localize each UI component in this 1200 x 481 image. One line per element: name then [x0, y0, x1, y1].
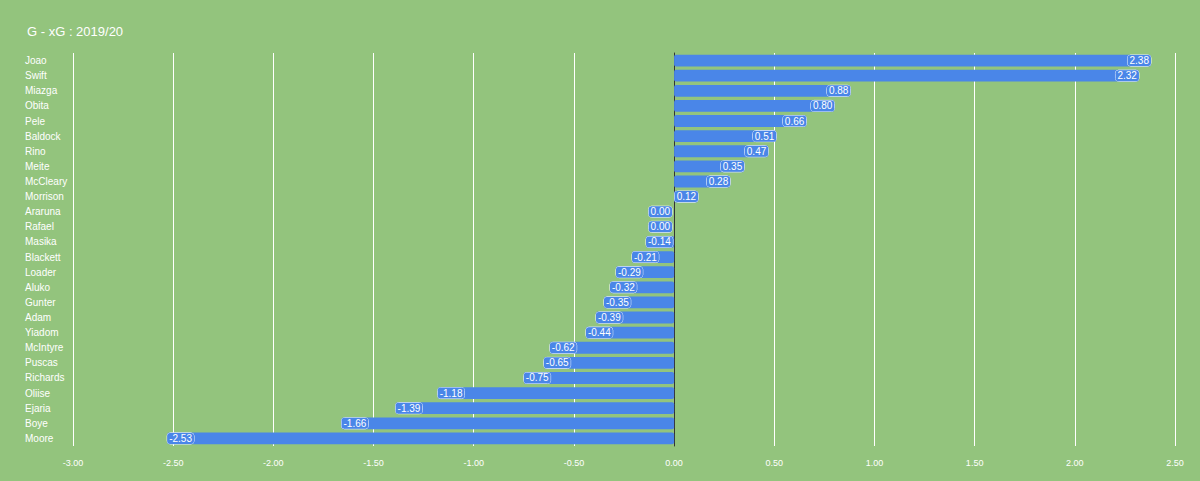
svg-text:2.00: 2.00: [1066, 458, 1084, 468]
svg-text:-1.39: -1.39: [398, 403, 421, 414]
svg-text:-0.32: -0.32: [612, 282, 635, 293]
svg-text:Oliise: Oliise: [25, 388, 50, 399]
svg-text:-3.00: -3.00: [63, 458, 84, 468]
svg-text:Gunter: Gunter: [25, 297, 56, 308]
svg-text:Moore: Moore: [25, 433, 54, 444]
svg-text:-1.66: -1.66: [343, 418, 366, 429]
svg-text:-1.18: -1.18: [440, 388, 463, 399]
svg-text:Boye: Boye: [25, 418, 48, 429]
svg-text:Aluko: Aluko: [25, 282, 50, 293]
svg-text:Ejaria: Ejaria: [25, 403, 51, 414]
svg-text:Loader: Loader: [25, 267, 57, 278]
svg-text:-0.44: -0.44: [588, 327, 611, 338]
svg-text:-0.14: -0.14: [648, 236, 671, 247]
svg-text:Meite: Meite: [25, 161, 50, 172]
svg-text:2.38: 2.38: [1129, 55, 1149, 66]
svg-text:Araruna: Araruna: [25, 206, 61, 217]
svg-text:McIntyre: McIntyre: [25, 342, 64, 353]
svg-text:-0.50: -0.50: [564, 458, 585, 468]
svg-text:-0.39: -0.39: [598, 312, 621, 323]
svg-text:Swift: Swift: [25, 70, 47, 81]
svg-text:Yiadom: Yiadom: [25, 327, 59, 338]
svg-text:G - xG : 2019/20: G - xG : 2019/20: [27, 24, 123, 39]
svg-text:-0.62: -0.62: [552, 342, 575, 353]
svg-text:2.32: 2.32: [1117, 70, 1137, 81]
svg-text:-0.21: -0.21: [634, 252, 657, 263]
svg-text:-1.00: -1.00: [463, 458, 484, 468]
svg-text:Baldock: Baldock: [25, 131, 62, 142]
svg-text:0.00: 0.00: [651, 206, 671, 217]
svg-text:-0.29: -0.29: [618, 267, 641, 278]
svg-text:Richards: Richards: [25, 372, 64, 383]
svg-text:McCleary: McCleary: [25, 176, 67, 187]
svg-text:Joao: Joao: [25, 55, 47, 66]
svg-text:-0.35: -0.35: [606, 297, 629, 308]
svg-text:-0.65: -0.65: [546, 357, 569, 368]
svg-text:Adam: Adam: [25, 312, 51, 323]
svg-text:Pele: Pele: [25, 116, 45, 127]
svg-text:Puscas: Puscas: [25, 357, 58, 368]
svg-text:Rafael: Rafael: [25, 221, 54, 232]
svg-text:0.66: 0.66: [785, 116, 805, 127]
svg-text:Masika: Masika: [25, 236, 57, 247]
svg-text:-1.50: -1.50: [363, 458, 384, 468]
svg-text:0.12: 0.12: [677, 191, 697, 202]
svg-text:0.28: 0.28: [709, 176, 729, 187]
svg-text:0.00: 0.00: [651, 221, 671, 232]
svg-text:Rino: Rino: [25, 146, 46, 157]
svg-text:2.50: 2.50: [1166, 458, 1184, 468]
svg-text:Blackett: Blackett: [25, 252, 61, 263]
svg-text:0.00: 0.00: [665, 458, 683, 468]
svg-text:0.51: 0.51: [755, 131, 775, 142]
svg-text:Morrison: Morrison: [25, 191, 64, 202]
svg-text:1.50: 1.50: [966, 458, 984, 468]
svg-text:-2.53: -2.53: [169, 433, 192, 444]
svg-text:-0.75: -0.75: [526, 372, 549, 383]
svg-text:1.00: 1.00: [866, 458, 884, 468]
svg-text:0.35: 0.35: [723, 161, 743, 172]
svg-text:Obita: Obita: [25, 100, 49, 111]
svg-text:Miazga: Miazga: [25, 85, 58, 96]
svg-text:0.80: 0.80: [813, 100, 833, 111]
svg-text:-2.00: -2.00: [263, 458, 284, 468]
svg-text:-2.50: -2.50: [163, 458, 184, 468]
svg-text:0.50: 0.50: [766, 458, 784, 468]
svg-text:0.88: 0.88: [829, 85, 849, 96]
svg-text:0.47: 0.47: [747, 146, 767, 157]
